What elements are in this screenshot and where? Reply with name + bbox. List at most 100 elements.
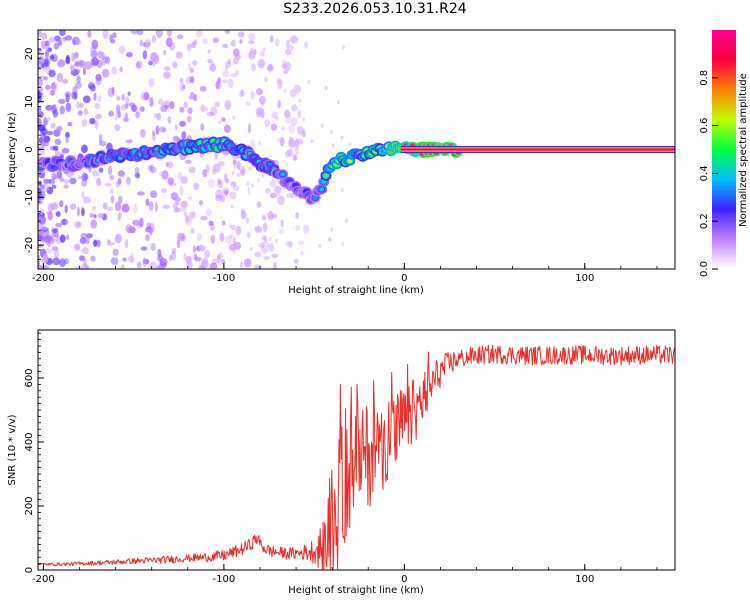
spectrogram-noise-blob [227, 58, 231, 65]
spectrogram-noise-blob [81, 207, 85, 217]
y-tick-label: -10 [24, 189, 35, 205]
spectrogram-noise-blob [210, 234, 216, 244]
spectrogram-noise-blob [217, 179, 224, 189]
spectrogram-noise-blob [190, 228, 195, 234]
spectrogram-noise-blob [198, 264, 206, 269]
spectrogram-noise-blob [38, 56, 45, 65]
spectrogram-noise-blob [152, 131, 156, 142]
spectrogram-noise-blob [108, 241, 116, 246]
spectrogram-noise-blob [47, 202, 54, 212]
spectrogram-noise-blob [261, 173, 265, 178]
spectrogram-noise-blob [69, 177, 77, 185]
spectrogram-noise-blob [187, 107, 193, 115]
spectrogram-noise-blob [297, 109, 302, 119]
spectrogram-noise-blob [38, 215, 42, 220]
spectrogram-noise-blob [110, 195, 115, 204]
spectrogram-noise-blob [72, 39, 76, 45]
spectrogram-noise-blob [87, 30, 92, 38]
spectrogram-noise-blob [131, 104, 138, 113]
colorbar-label: Normalized spectral amplitude [738, 73, 749, 227]
spectrogram-noise-blob [216, 253, 221, 264]
spectrogram-noise-blob [236, 172, 241, 177]
colorbar-ticks: 0.0 0.2 0.4 0.6 0.8 [699, 70, 718, 277]
spectrogram-noise-blob [148, 78, 155, 88]
spectrogram-noise-blob [264, 119, 271, 128]
spectrogram-noise-blob [175, 51, 183, 59]
spectrogram-noise-blob [185, 76, 192, 84]
spectrogram-noise-blob [42, 182, 49, 193]
spectrogram-noise-blob [285, 240, 293, 247]
spectrogram-noise-blob [179, 82, 185, 92]
spectrogram-noise-blob [96, 177, 102, 186]
spectrogram-noise-blob [64, 35, 73, 41]
spectrogram-ridge-blob [319, 187, 325, 192]
spectrogram-noise-blob [143, 92, 150, 101]
spectrogram-noise-blob [85, 233, 93, 239]
spectrogram-noise-blob [296, 138, 304, 145]
spectrogram-noise-blob [90, 219, 98, 229]
spectrogram-y-ticks: -20 -10 0 10 20 [24, 29, 44, 270]
spectrogram-noise-blob [230, 204, 234, 209]
spectrogram-noise-blob [262, 47, 266, 52]
spectrogram-noise-blob [220, 259, 226, 265]
spectrogram-noise-blob [247, 231, 251, 239]
spectrogram-noise-blob [161, 188, 167, 194]
spectrogram-noise-blob [54, 138, 62, 145]
spectrogram-noise-blob [75, 39, 82, 45]
spectrogram-noise-blob [104, 56, 111, 65]
spectrogram-noise-blob [256, 88, 263, 96]
spectrogram-noise-blob [159, 258, 168, 267]
spectrogram-noise-blob [74, 221, 81, 229]
spectrogram-noise-blob [41, 32, 48, 40]
spectrogram-noise-blob [198, 244, 206, 252]
spectrogram-noise-blob [189, 67, 195, 74]
spectrogram-noise-blob [179, 106, 185, 113]
spectrogram-noise-blob [121, 93, 126, 102]
y-tick-label: 200 [24, 496, 35, 515]
spectrogram-noise-blob [167, 177, 174, 185]
spectrogram-noise-blob [242, 211, 246, 216]
spectrogram-noise-blob [91, 170, 100, 177]
spectrogram-noise-blob [240, 89, 244, 97]
spectrogram-noise-blob [149, 261, 157, 269]
spectrogram-noise-blob [286, 192, 294, 199]
spectrogram-noise-blob [124, 238, 129, 249]
snr-panel: -200 -100 0 100 0 200 400 600 Height of straig… [7, 329, 676, 596]
spectrogram-noise-blob [45, 116, 51, 122]
spectrogram-noise-blob [260, 241, 265, 249]
spectrogram-noise-blob [340, 188, 344, 193]
spectrogram-noise-blob [281, 126, 285, 131]
spectrogram-noise-blob [43, 117, 47, 126]
spectrogram-noise-blob [200, 104, 206, 112]
spectrogram-noise-blob [125, 176, 131, 185]
spectrogram-noise-blob [45, 248, 52, 254]
y-tick-label: 0 [24, 146, 35, 152]
spectrogram-noise-blob [164, 104, 169, 110]
spectrogram-noise-blob [192, 245, 196, 254]
snr-y-ticks: 0 200 400 600 [24, 332, 44, 573]
spectrogram-noise-blob [47, 47, 52, 52]
spectrogram-noise-blob [143, 258, 150, 265]
spectrogram-noise-blob [248, 32, 256, 41]
spectrogram-noise-blob [176, 239, 181, 249]
spectrogram-noise-blob [285, 48, 292, 56]
y-tick-label: -20 [24, 237, 35, 253]
spectrogram-noise-blob [59, 258, 66, 268]
spectrogram-noise-blob [127, 91, 131, 96]
spectrogram-noise-blob [51, 246, 59, 251]
spectrogram-noise-blob [117, 177, 122, 185]
spectrogram-noise-blob [56, 126, 63, 132]
spectrogram-noise-blob [64, 204, 68, 214]
spectrogram-noise-blob [76, 206, 80, 217]
spectrogram-noise-blob [97, 213, 104, 219]
spectrogram-noise-blob [136, 261, 142, 269]
spectrogram-noise-blob [239, 261, 243, 268]
spectrogram-noise-blob [38, 264, 44, 269]
spectrogram-noise-blob [57, 61, 65, 68]
spectrogram-noise-blob [249, 47, 255, 55]
spectrogram-noise-blob [93, 214, 97, 219]
spectrogram-noise-blob [91, 57, 99, 66]
spectrogram-noise-blob [263, 255, 270, 261]
spectrogram-noise-blob [229, 191, 237, 200]
spectrogram-noise-blob [290, 35, 298, 44]
